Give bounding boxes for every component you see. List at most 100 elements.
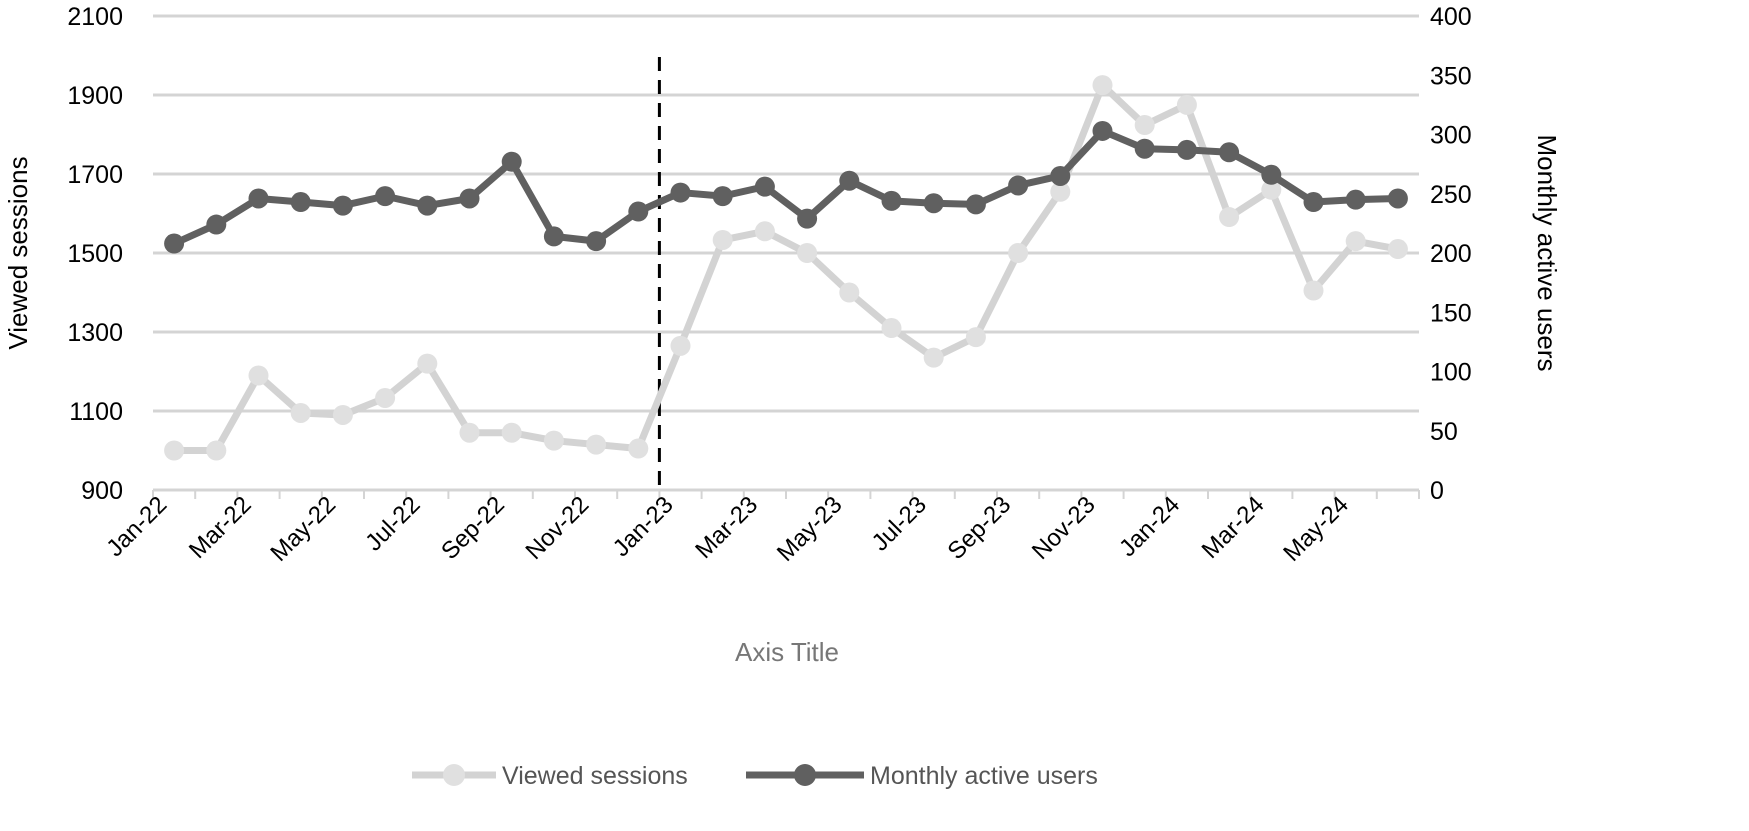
data-point-viewed-sessions [543,430,564,451]
data-point-monthly-active-users [712,186,733,207]
data-point-monthly-active-users [628,201,649,222]
x-tick-label: Sep-22 [436,491,510,565]
data-point-monthly-active-users [839,170,860,191]
data-point-viewed-sessions [1261,179,1282,200]
data-point-viewed-sessions [417,353,438,374]
data-point-viewed-sessions [670,335,691,356]
y2-tick-label: 250 [1430,181,1472,209]
y-tick-label: 1500 [67,240,123,268]
data-point-monthly-active-users [965,194,986,215]
data-point-viewed-sessions [754,221,775,242]
x-tick-label: Jul-22 [360,491,425,556]
y-tick-label: 900 [81,477,123,505]
data-point-monthly-active-users [1345,189,1366,210]
y2-axis-title: Monthly active users [1532,135,1562,372]
y2-tick-label: 400 [1430,3,1472,31]
data-point-monthly-active-users [754,176,775,197]
data-point-monthly-active-users [248,188,269,209]
x-tick-label: Nov-22 [521,491,595,565]
x-tick-label: May-23 [772,491,848,567]
y-tick-label: 1100 [69,398,123,426]
data-point-viewed-sessions [1008,243,1029,263]
data-point-viewed-sessions [1303,280,1324,301]
data-point-monthly-active-users [1219,142,1240,163]
x-axis-title: Axis Title [735,637,839,667]
data-point-monthly-active-users [1261,164,1282,185]
data-point-monthly-active-users [1176,139,1197,160]
data-point-monthly-active-users [501,151,522,172]
data-point-monthly-active-users [1092,120,1113,141]
y2-tick-label: 350 [1430,62,1472,90]
data-point-viewed-sessions [164,440,185,461]
legend-item-viewed-sessions[interactable]: Viewed sessions [412,762,688,790]
legend-label-viewed-sessions: Viewed sessions [502,762,688,790]
data-point-viewed-sessions [1134,115,1155,136]
y2-tick-label: 50 [1430,418,1458,446]
data-point-monthly-active-users [543,226,564,247]
data-point-monthly-active-users [586,231,607,252]
data-point-viewed-sessions [797,243,818,263]
data-point-viewed-sessions [965,327,986,348]
x-tick-label: Nov-23 [1027,491,1101,565]
x-tick-label: Mar-24 [1197,491,1270,564]
x-tick-label: Jul-23 [867,491,932,556]
y2-tick-label: 150 [1430,299,1472,327]
data-point-viewed-sessions [290,402,311,423]
data-point-viewed-sessions [586,434,607,455]
data-point-monthly-active-users [1387,188,1408,209]
data-point-monthly-active-users [206,214,227,235]
y-tick-label: 2100 [67,3,123,31]
data-point-viewed-sessions [881,318,902,339]
y-axis-title: Viewed sessions [3,156,33,349]
data-point-monthly-active-users [1134,138,1155,159]
legend: Viewed sessions Monthly active users [412,762,1098,790]
data-point-viewed-sessions [628,438,649,459]
data-point-viewed-sessions [1219,207,1240,228]
x-axis-ticks: Jan-22 Mar-22 May-22 Jul-22 Sep-22 Nov-22 Jan-… [101,490,1420,567]
y2-tick-label: 200 [1430,240,1472,268]
legend-marker-monthly-active-users [794,764,816,786]
data-point-monthly-active-users [375,186,396,207]
y-tick-label: 1700 [67,161,123,189]
legend-label-monthly-active-users: Monthly active users [870,762,1098,790]
data-point-viewed-sessions [206,440,227,461]
x-tick-label: Jan-24 [1114,491,1185,562]
x-tick-label: Mar-22 [184,491,257,564]
right-axis-ticks: 0 50 100 150 200 250 300 350 400 [1430,3,1472,505]
data-point-viewed-sessions [1050,181,1071,202]
x-tick-label: May-22 [265,491,341,567]
data-point-viewed-sessions [839,282,860,303]
data-point-monthly-active-users [881,190,902,211]
data-point-monthly-active-users [670,182,691,203]
legend-marker-viewed-sessions [443,764,465,786]
data-point-monthly-active-users [1303,192,1324,213]
x-tick-label: May-24 [1278,491,1354,567]
data-point-monthly-active-users [1008,175,1029,196]
y-tick-label: 1300 [67,319,123,347]
data-point-monthly-active-users [459,188,480,209]
series-line-viewed-sessions [174,81,1399,454]
data-point-viewed-sessions [375,387,396,408]
data-point-monthly-active-users [797,208,818,229]
data-point-monthly-active-users [923,193,944,214]
data-point-viewed-sessions [712,229,733,250]
data-point-viewed-sessions [248,365,269,386]
x-tick-label: Mar-23 [690,491,763,564]
data-point-monthly-active-users [1050,165,1071,186]
data-point-viewed-sessions [501,422,522,443]
data-point-monthly-active-users [290,192,311,213]
data-point-viewed-sessions [1176,94,1197,115]
y-tick-label: 1900 [67,82,123,110]
series-layer [164,75,1408,461]
left-axis-ticks: 900 1100 1300 1500 1700 1900 2100 [67,3,123,505]
x-tick-label: Jan-23 [608,491,679,562]
data-point-viewed-sessions [923,347,944,368]
y2-tick-label: 300 [1430,122,1472,150]
data-point-viewed-sessions [1092,75,1113,96]
data-point-monthly-active-users [164,233,185,254]
legend-item-monthly-active-users[interactable]: Monthly active users [746,762,1098,790]
y2-tick-label: 100 [1430,359,1472,387]
series-monthly-active-users [164,120,1408,254]
y2-tick-label: 0 [1430,477,1444,505]
